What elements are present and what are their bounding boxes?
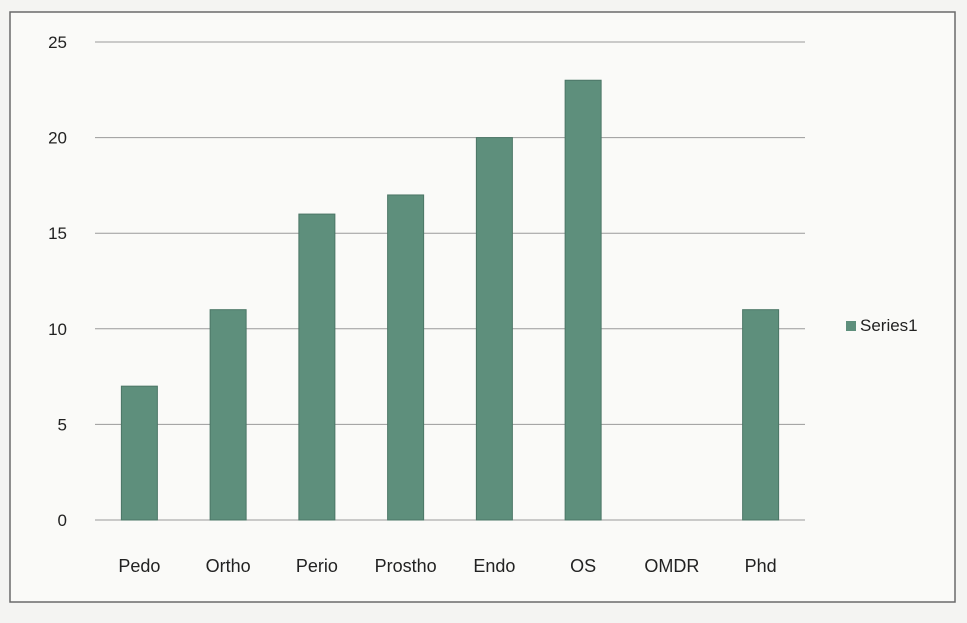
y-tick-label: 15 <box>48 224 67 243</box>
y-axis-ticks: 0 5 10 15 20 25 <box>48 33 67 530</box>
bar-prostho <box>387 194 425 521</box>
x-tick-label: Perio <box>296 556 338 576</box>
y-tick-label: 20 <box>48 129 67 148</box>
bar-os <box>564 79 602 521</box>
bar-ortho <box>209 309 247 521</box>
x-axis-ticks: Pedo Ortho Perio Prostho Endo OS OMDR Phd <box>118 556 776 576</box>
x-tick-label: Endo <box>473 556 515 576</box>
legend-label-series1: Series1 <box>860 316 918 335</box>
y-tick-label: 5 <box>58 415 67 434</box>
y-tick-label: 10 <box>48 320 67 339</box>
x-tick-label: OMDR <box>644 556 699 576</box>
bars <box>120 79 780 521</box>
y-tick-label: 0 <box>58 511 67 530</box>
x-tick-label: Ortho <box>206 556 251 576</box>
bar-pedo <box>120 385 158 521</box>
y-tick-label: 25 <box>48 33 67 52</box>
bar-perio <box>298 213 336 521</box>
bar-phd <box>742 309 780 521</box>
x-tick-label: Prostho <box>375 556 437 576</box>
x-tick-label: Phd <box>745 556 777 576</box>
legend: Series1 <box>846 316 918 335</box>
x-tick-label: OS <box>570 556 596 576</box>
legend-swatch <box>846 321 856 331</box>
x-tick-label: Pedo <box>118 556 160 576</box>
bar-endo <box>475 137 513 521</box>
